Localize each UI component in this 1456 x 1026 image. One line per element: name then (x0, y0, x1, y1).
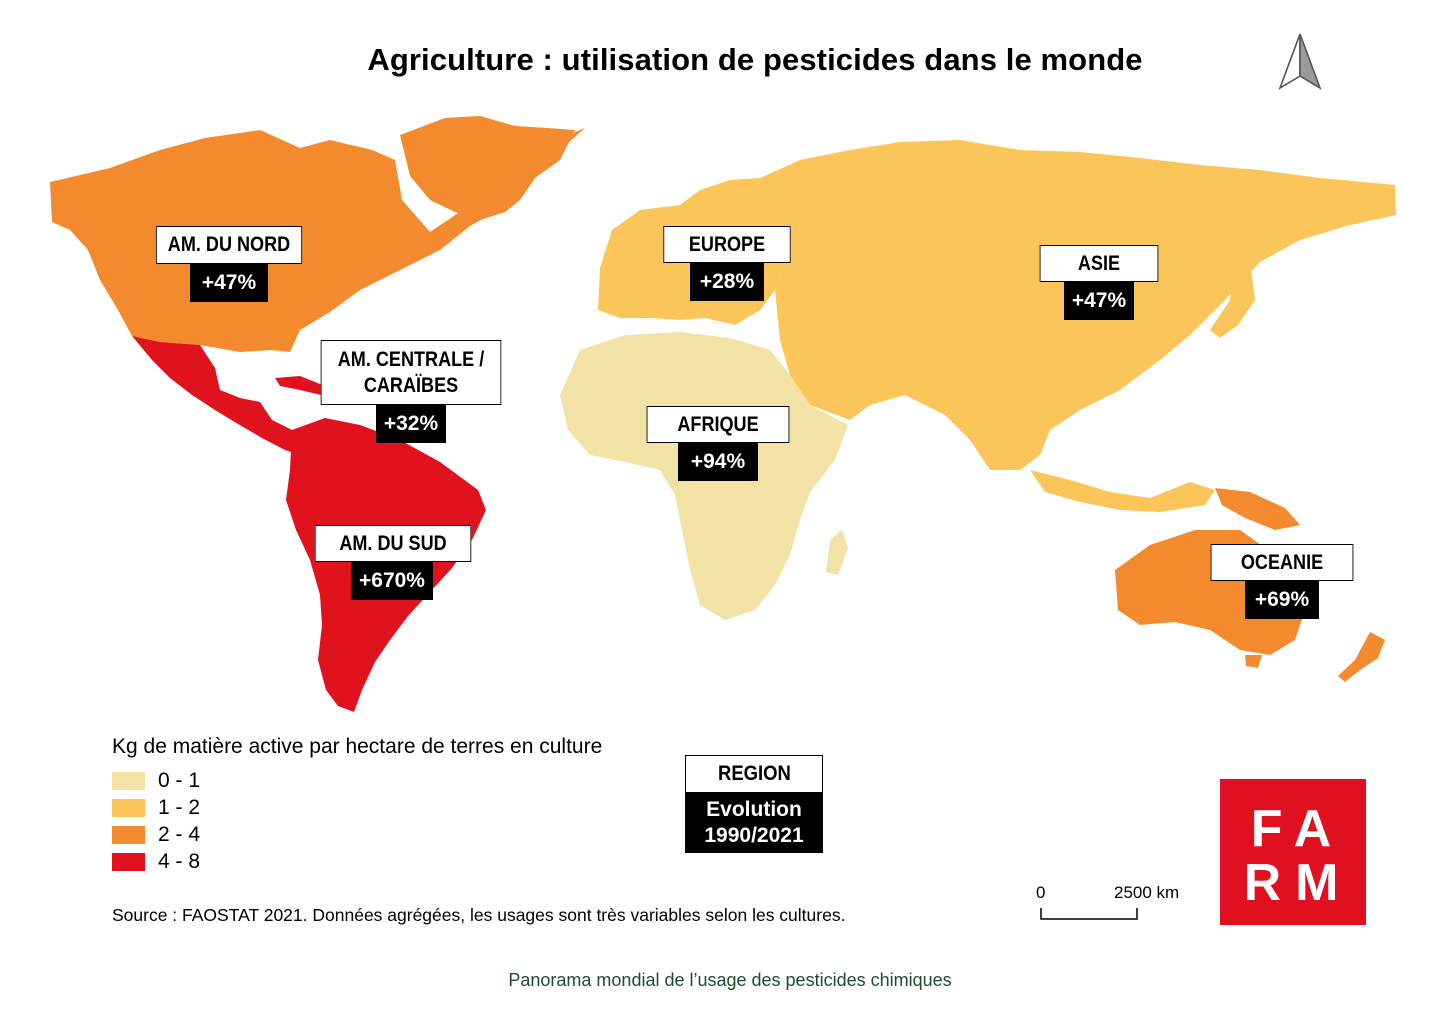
legend-label: 1 - 2 (158, 796, 201, 819)
source-note: Source : FAOSTAT 2021. Données agrégées,… (112, 905, 846, 925)
key-evolution-box: Evolution 1990/2021 (685, 793, 823, 853)
region-value-africa: +94% (678, 443, 758, 481)
legend-label: 0 - 1 (158, 769, 201, 792)
key-evolution-line1: Evolution (706, 798, 802, 821)
farm-logo-line2: RM (1243, 854, 1353, 912)
tasmania-shape (1245, 655, 1262, 668)
region-value-oceania: +69% (1245, 581, 1319, 619)
region-label-oceania: OCEANIE (1210, 544, 1354, 581)
region-value-south-america: +670% (351, 562, 433, 600)
greenland-shape (400, 116, 575, 220)
scale-max-label: 2500 km (1114, 883, 1180, 902)
key-evolution-line2: 1990/2021 (704, 824, 804, 847)
key-region-box: REGION (685, 755, 823, 793)
north-arrow-icon (1278, 33, 1322, 90)
region-value-north-america: +47% (190, 264, 268, 302)
farm-logo: FA RM (1220, 779, 1366, 925)
region-label-asia: ASIE (1039, 245, 1159, 282)
new-zealand-shape (1338, 632, 1385, 682)
region-label-central-america: AM. CENTRALE / CARAÏBES (320, 340, 502, 405)
farm-logo-line1: FA (1250, 800, 1346, 858)
region-value-europe: +28% (690, 263, 764, 301)
legend-swatch (112, 772, 145, 790)
map-title: Agriculture : utilisation de pesticides … (367, 42, 1143, 77)
scale-bar (1040, 908, 1138, 920)
legend-title: Kg de matière active par hectare de terr… (112, 735, 603, 758)
region-value-central-america: +32% (376, 405, 446, 443)
legend-swatch (112, 799, 145, 817)
legend-label: 4 - 8 (158, 850, 201, 873)
japan-shape (1210, 250, 1255, 338)
legend-swatch (112, 826, 145, 844)
madagascar-shape (826, 530, 848, 575)
region-label-africa: AFRIQUE (646, 406, 790, 443)
central-america-shape (132, 336, 305, 455)
scale-zero-label: 0 (1036, 883, 1046, 902)
legend-label: 2 - 4 (158, 823, 201, 846)
region-label-north-america: AM. DU NORD (155, 226, 303, 264)
southeast-asia-shape (1030, 470, 1215, 512)
footer-caption: Panorama mondial de l’usage des pesticid… (508, 970, 952, 990)
new-guinea-shape (1215, 488, 1300, 530)
region-value-asia: +47% (1064, 282, 1134, 320)
legend-swatch (112, 853, 145, 871)
region-label-europe: EUROPE (663, 226, 791, 263)
north-america-shape (50, 128, 585, 352)
region-label-south-america: AM. DU SUD (314, 525, 472, 562)
